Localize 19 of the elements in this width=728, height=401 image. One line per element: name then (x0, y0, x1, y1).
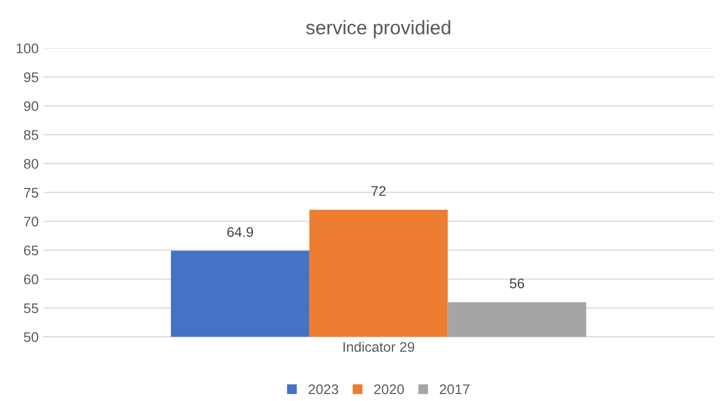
chart-title: service providied (306, 20, 450, 38)
data-label: 56 (510, 278, 524, 288)
legend-label: 2017 (440, 384, 470, 394)
legend-label: 2023 (308, 384, 338, 394)
y-tick-label: 50 (24, 332, 38, 342)
y-tick-label: 85 (24, 130, 38, 140)
x-tick-label: Indicator 29 (344, 342, 414, 352)
data-label: 64.9 (227, 227, 253, 237)
y-tick-label: 55 (24, 303, 38, 314)
y-tick-label: 100 (16, 43, 38, 54)
y-tick-label: 80 (24, 158, 38, 169)
y-tick-label: 95 (24, 72, 38, 82)
legend-label: 2020 (374, 384, 404, 394)
data-label: 72 (372, 186, 386, 196)
y-tick-label: 65 (24, 246, 38, 256)
y-tick-label: 90 (24, 101, 38, 112)
y-tick-label: 70 (24, 216, 38, 227)
y-tick-label: 75 (24, 188, 38, 198)
y-tick-label: 60 (24, 274, 38, 284)
